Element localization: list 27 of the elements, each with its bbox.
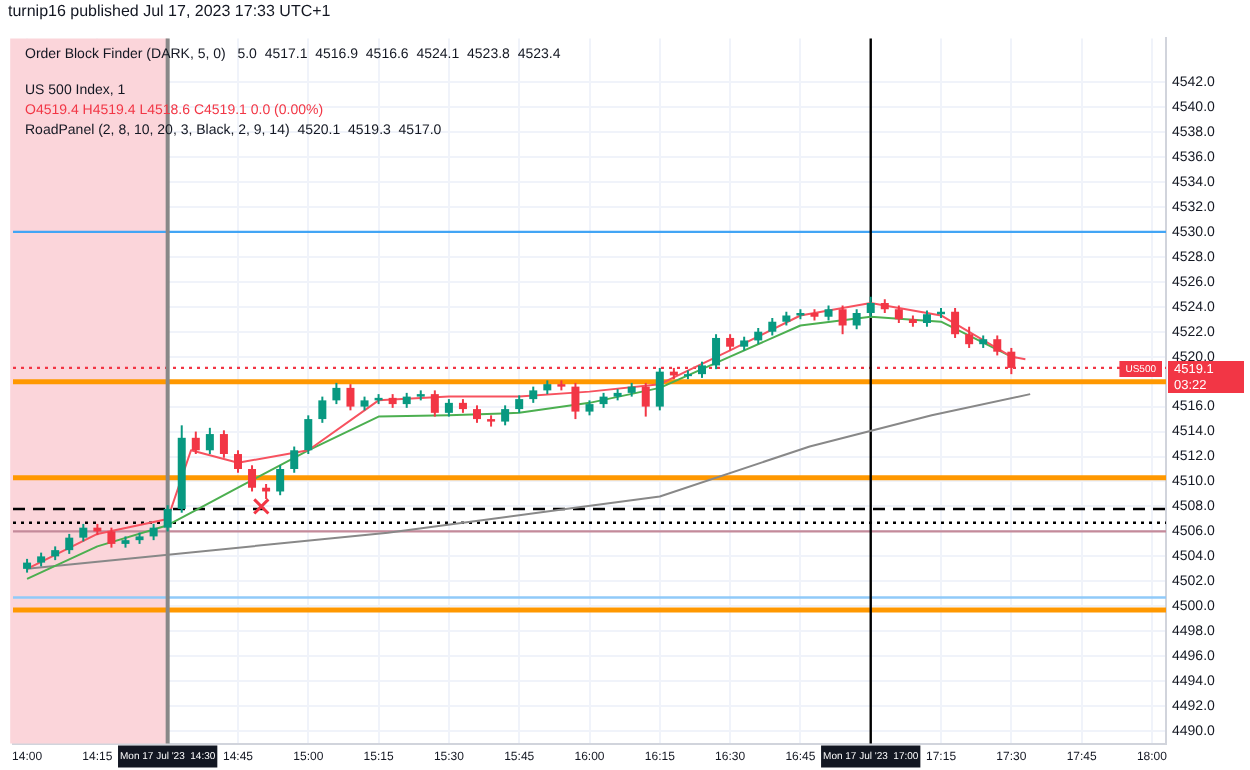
candlestick xyxy=(290,445,299,474)
candlestick xyxy=(501,404,510,427)
candlestick xyxy=(838,304,847,336)
candlestick xyxy=(219,429,228,459)
candlestick xyxy=(965,325,974,349)
candlestick xyxy=(332,381,341,406)
candlestick xyxy=(248,464,257,493)
candlestick xyxy=(951,307,960,339)
candlestick xyxy=(107,526,116,549)
candlestick xyxy=(276,464,285,497)
chart-title: turnip16 published Jul 17, 2023 17:33 UTC+1 xyxy=(6,0,333,24)
candlestick xyxy=(233,449,242,474)
candlestick xyxy=(191,430,200,456)
candlestick xyxy=(852,308,861,331)
candlestick xyxy=(346,383,355,412)
candlestick xyxy=(993,334,1002,357)
candlestick xyxy=(65,532,74,555)
candlestick xyxy=(318,395,327,424)
candlestick xyxy=(641,381,650,418)
candlestick xyxy=(866,295,875,318)
candlestick xyxy=(712,333,721,371)
candlestick xyxy=(205,426,214,456)
candlestick xyxy=(655,366,664,412)
candlestick xyxy=(163,504,172,533)
candlestick xyxy=(430,389,439,418)
candlestick xyxy=(304,414,313,456)
candlestick xyxy=(571,381,580,421)
